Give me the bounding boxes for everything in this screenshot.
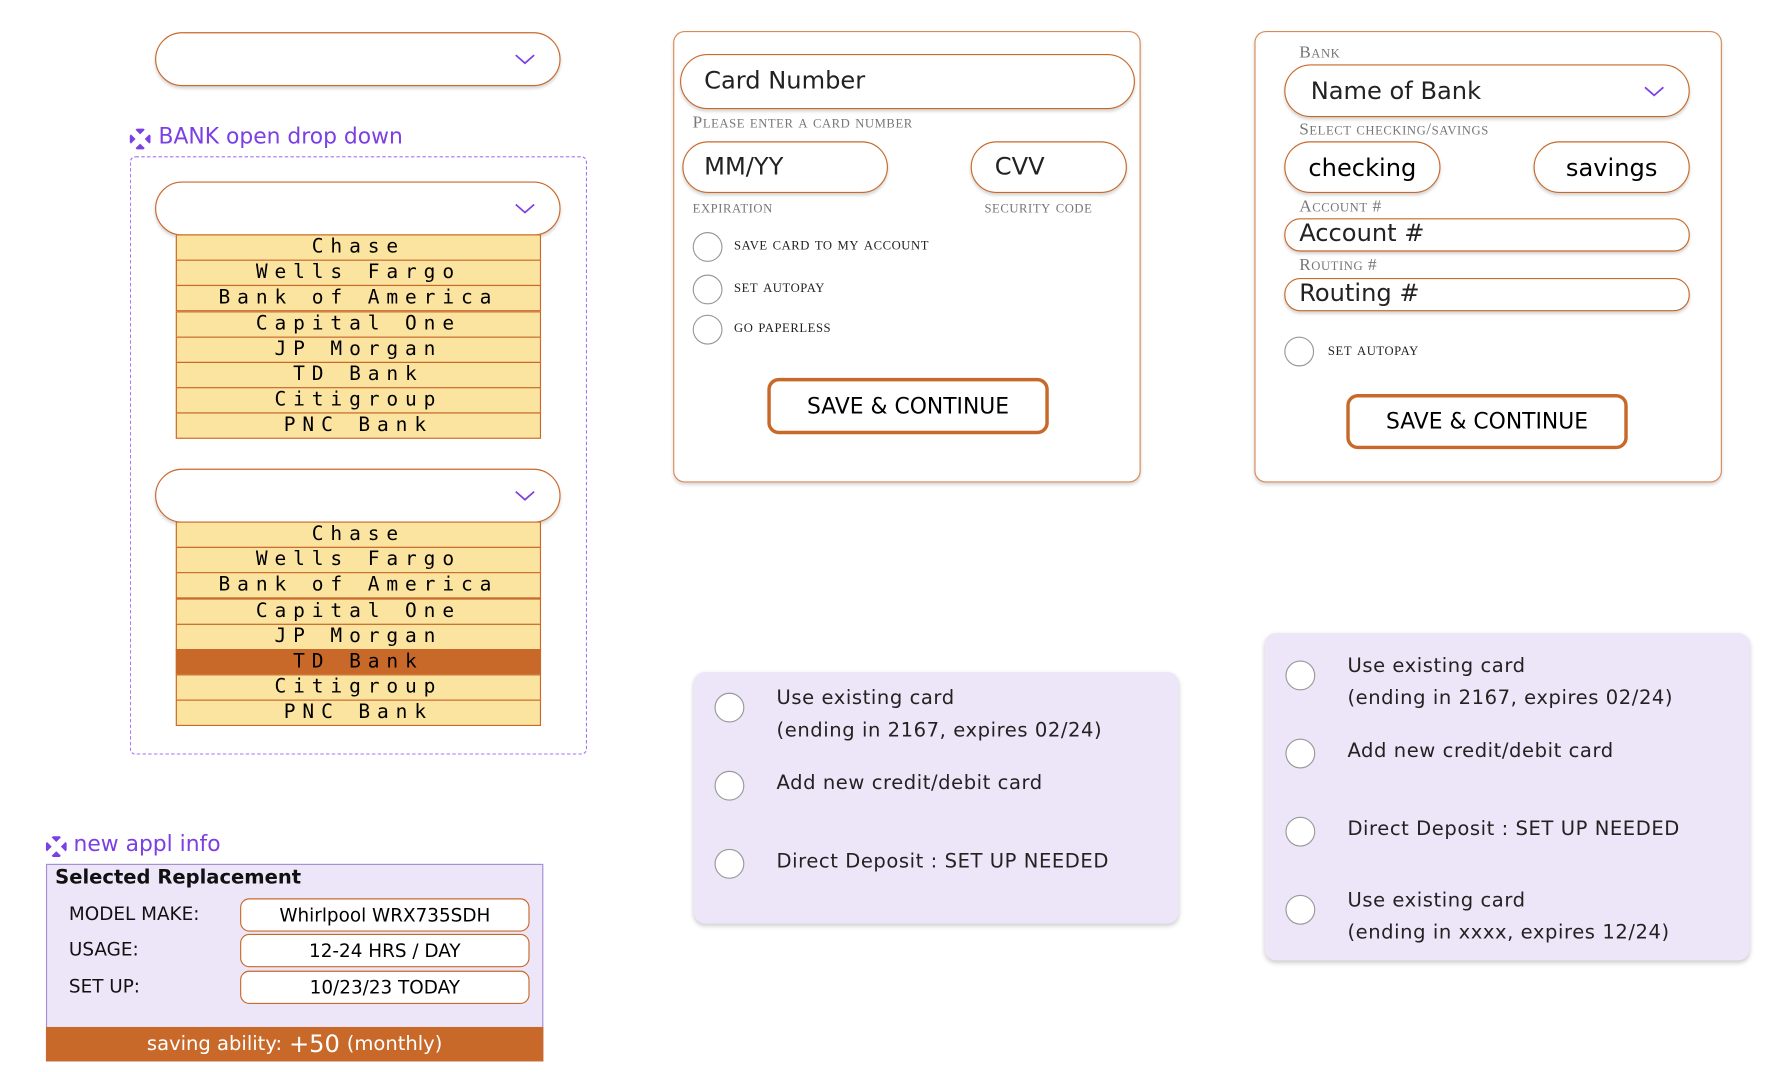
type-option: checking: [1308, 153, 1417, 181]
chevron: [515, 491, 535, 501]
account-type[interactable]: savings: [1533, 141, 1690, 193]
bank-option[interactable]: TD Bank: [175, 361, 542, 389]
bank-option[interactable]: JP Morgan: [175, 623, 542, 650]
bank-option[interactable]: Chase: [175, 234, 542, 261]
type-label: Select checking/savings: [1299, 120, 1489, 139]
placeholder: Name of Bank: [1310, 76, 1482, 105]
bank-option[interactable]: Citigroup: [175, 674, 542, 701]
component-icon: [129, 128, 151, 150]
payment-option-text: Add new credit/debit card: [1347, 739, 1614, 763]
chevron: [515, 54, 535, 65]
bank-option[interactable]: TD Bank: [175, 649, 542, 676]
bank-option[interactable]: Wells Fargo: [175, 259, 542, 287]
bank-option[interactable]: Chase: [175, 521, 542, 548]
option-label: set autopay: [734, 277, 825, 297]
component-icon: [45, 836, 67, 857]
bank-dropdown-closed[interactable]: [155, 32, 561, 87]
payment-panel: [693, 672, 1179, 924]
card-number-input[interactable]: Card Number: [680, 53, 1135, 110]
option-label: go paperless: [734, 318, 832, 337]
account-input[interactable]: Account #: [1284, 218, 1690, 252]
placeholder: CVV: [994, 152, 1045, 181]
bank-label: Bank: [1299, 43, 1341, 63]
account-label: Account #: [1299, 197, 1382, 216]
save-button[interactable]: SAVE & CONTINUE: [767, 377, 1049, 435]
bank-option[interactable]: PNC Bank: [175, 412, 542, 440]
radio[interactable]: [714, 770, 745, 801]
radio[interactable]: [692, 314, 723, 345]
payment-option-text: Direct Deposit : SET UP NEEDED: [776, 850, 1109, 874]
placeholder: Account #: [1299, 219, 1425, 247]
radio[interactable]: [1285, 660, 1316, 691]
bank-option[interactable]: JP Morgan: [175, 336, 542, 363]
radio[interactable]: [692, 232, 723, 262]
radio[interactable]: [1285, 894, 1316, 925]
radio[interactable]: [1285, 816, 1316, 847]
appl-row-value: Whirlpool WRX735SDH: [279, 904, 491, 926]
payment-panel: [1264, 632, 1750, 961]
payment-option-text: Direct Deposit : SET UP NEEDED: [1347, 817, 1680, 841]
card-number-hint: Please enter a card number: [692, 113, 913, 133]
bank-option[interactable]: Citigroup: [175, 387, 542, 414]
radio[interactable]: [692, 274, 723, 305]
saving-footer: saving ability: +50 (monthly): [45, 1026, 544, 1062]
placeholder: Card Number: [704, 66, 866, 95]
component-frame: [129, 156, 587, 755]
appl-row-value-box: 12-24 HRS / DAY: [240, 933, 530, 968]
appl-row-value: 10/23/23 TODAY: [309, 976, 460, 999]
payment-option-text: (ending in 2167, expires 02/24): [1347, 686, 1674, 710]
appl-row-label: MODEL MAKE:: [68, 902, 200, 925]
radio[interactable]: [1284, 336, 1315, 367]
expiry-label: expiration: [692, 198, 773, 218]
radio[interactable]: [714, 848, 745, 879]
appl-row-label: USAGE:: [68, 938, 139, 961]
appl-row-value: 12-24 HRS / DAY: [309, 939, 461, 962]
payment-option-text: (ending in xxxx, expires 12/24): [1347, 921, 1670, 945]
placeholder: Routing #: [1299, 279, 1420, 307]
bank-option[interactable]: Capital One: [175, 598, 542, 625]
option-label: save card to my account: [734, 235, 930, 254]
bank-select[interactable]: Name of Bank: [1284, 64, 1690, 118]
component-label: BANK open drop down: [158, 124, 403, 150]
appl-row-value-box: 10/23/23 TODAY: [240, 970, 530, 1004]
account-type[interactable]: checking: [1284, 141, 1441, 193]
payment-option-text: Add new credit/debit card: [776, 771, 1043, 795]
chevron: [515, 203, 535, 214]
payment-option-text: Use existing card: [776, 686, 955, 710]
option-label: set autopay: [1327, 341, 1419, 360]
bank-option[interactable]: Bank of America: [175, 572, 542, 599]
bank-option[interactable]: PNC Bank: [175, 700, 542, 727]
cvv-label: security code: [984, 198, 1093, 218]
appl-row-value-box: Whirlpool WRX735SDH: [240, 898, 530, 932]
routing-input[interactable]: Routing #: [1284, 277, 1690, 312]
bank-option[interactable]: Wells Fargo: [175, 547, 542, 574]
payment-option-text: Use existing card: [1347, 654, 1526, 678]
radio[interactable]: [714, 692, 745, 723]
cvv-input[interactable]: CVV: [970, 141, 1127, 193]
component-label: new appl info: [73, 831, 221, 857]
routing-label: Routing #: [1299, 256, 1378, 275]
placeholder: MM/YY: [704, 152, 784, 181]
saving-amount: +50: [288, 1030, 340, 1058]
chevron: [1644, 86, 1664, 97]
appl-row-label: SET UP:: [68, 975, 141, 998]
type-option: savings: [1565, 153, 1658, 181]
expiry-input[interactable]: MM/YY: [682, 141, 888, 193]
bank-option[interactable]: Bank of America: [175, 285, 542, 312]
radio[interactable]: [1285, 738, 1316, 769]
saving-suffix: (monthly): [346, 1032, 443, 1056]
payment-option-text: (ending in 2167, expires 02/24): [776, 719, 1103, 743]
save-button[interactable]: SAVE & CONTINUE: [1346, 394, 1628, 450]
bank-dropdown[interactable]: [155, 468, 561, 523]
appl-heading: Selected Replacement: [55, 866, 302, 890]
bank-dropdown[interactable]: [155, 181, 561, 236]
payment-option-text: Use existing card: [1347, 889, 1526, 913]
bank-option[interactable]: Capital One: [175, 310, 542, 338]
saving-prefix: saving ability:: [146, 1032, 283, 1056]
